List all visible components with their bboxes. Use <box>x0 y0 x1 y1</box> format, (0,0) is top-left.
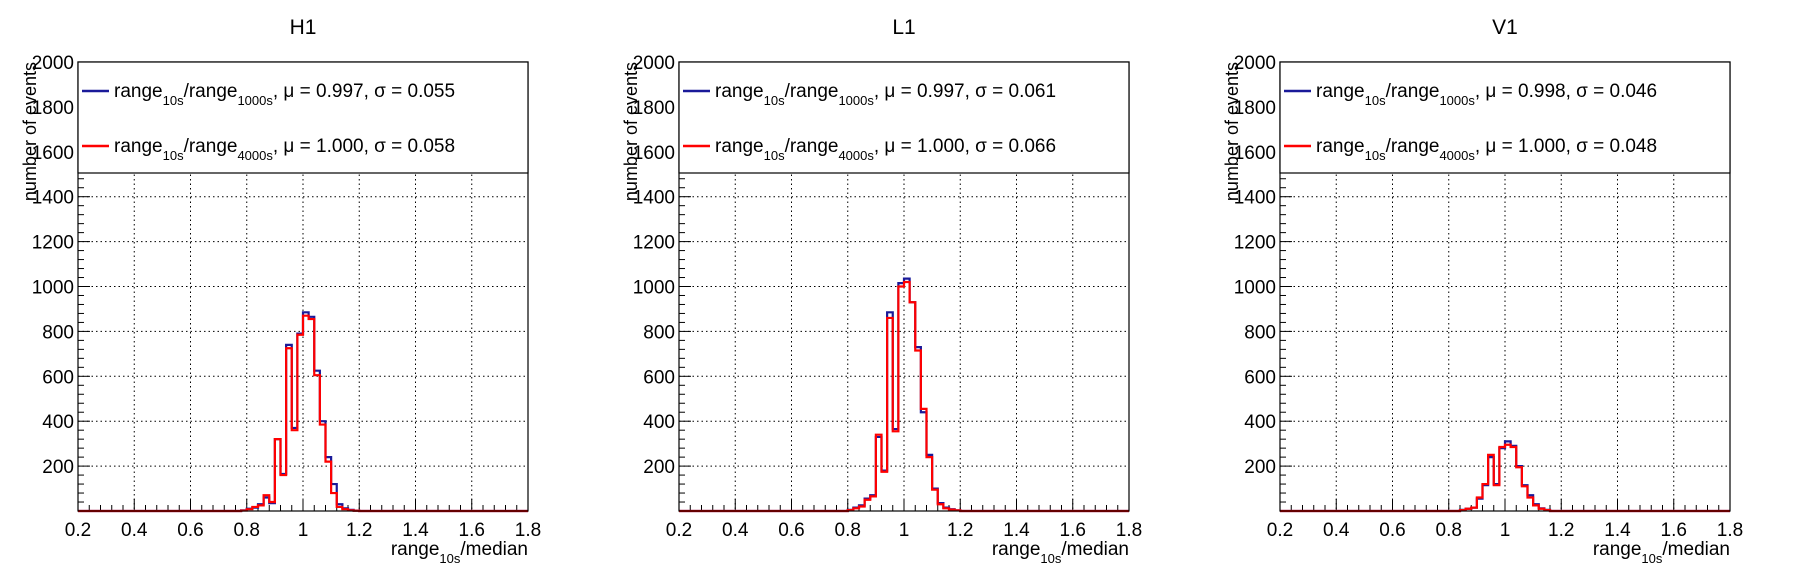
y-tick-label: 1600 <box>1234 143 1276 164</box>
y-tick-label: 600 <box>1244 367 1276 388</box>
y-tick-label: 2000 <box>633 53 675 74</box>
panel-title: H1 <box>290 16 317 39</box>
y-tick-label: 800 <box>42 322 74 343</box>
x-tick-label: 0.6 <box>1379 520 1405 541</box>
legend-box <box>678 61 1130 174</box>
x-tick-label: 1.6 <box>1661 520 1687 541</box>
x-tick-label: 1.8 <box>1717 520 1743 541</box>
y-tick-label: 800 <box>643 322 675 343</box>
x-tick-label: 1.8 <box>515 520 541 541</box>
y-tick-label: 200 <box>1244 457 1276 478</box>
legend-label-1: range10s/range1000s, μ = 0.997, σ = 0.05… <box>114 81 455 108</box>
y-tick-label: 1400 <box>633 188 675 209</box>
x-tick-label: 1.4 <box>1604 520 1631 541</box>
y-tick-label: 1200 <box>633 233 675 254</box>
y-tick-label: 1600 <box>633 143 675 164</box>
y-tick-label: 1200 <box>32 233 74 254</box>
legend-label-1: range10s/range1000s, μ = 0.997, σ = 0.06… <box>715 81 1056 108</box>
x-axis-label: range10s/median <box>992 539 1129 566</box>
x-axis-label: range10s/median <box>391 539 528 566</box>
x-tick-label: 1.2 <box>346 520 372 541</box>
panel-title: L1 <box>892 16 915 39</box>
x-tick-label: 0.2 <box>65 520 91 541</box>
legend-box <box>77 61 529 174</box>
histogram-panel-l1: L1 200 400 600 800 1000 1200 1400 1600 1800 2000 0.… <box>621 16 1142 566</box>
histogram-panel-v1: V1 200 400 600 800 1000 1200 1400 1600 1800 2000 0.… <box>1222 16 1743 566</box>
y-tick-label: 1400 <box>32 188 74 209</box>
legend-label-2: range10s/range4000s, μ = 1.000, σ = 0.05… <box>114 136 455 163</box>
panel-title: V1 <box>1492 16 1518 39</box>
y-tick-label: 1600 <box>32 143 74 164</box>
x-tick-label: 1.2 <box>947 520 973 541</box>
y-tick-label: 2000 <box>1234 53 1276 74</box>
x-axis-label: range10s/median <box>1593 539 1730 566</box>
x-tick-label: 1 <box>298 520 309 541</box>
y-axis-label: number of events <box>621 62 641 201</box>
x-tick-label: 0.6 <box>778 520 804 541</box>
y-tick-label: 1800 <box>1234 98 1276 119</box>
y-tick-label: 1000 <box>32 278 74 299</box>
y-tick-label: 1200 <box>1234 233 1276 254</box>
y-tick-label: 200 <box>42 457 74 478</box>
histogram-panel-h1: H1 200 400 600 800 1000 1200 1400 1600 1800 2000 0.… <box>20 16 541 566</box>
legend-label-2: range10s/range4000s, μ = 1.000, σ = 0.06… <box>715 136 1056 163</box>
y-axis-label: number of events <box>20 62 40 201</box>
y-tick-label: 2000 <box>32 53 74 74</box>
y-tick-label: 400 <box>1244 412 1276 433</box>
x-tick-label: 1 <box>899 520 910 541</box>
y-tick-label: 1800 <box>32 98 74 119</box>
x-tick-label: 0.2 <box>1267 520 1293 541</box>
x-tick-label: 0.4 <box>1323 520 1350 541</box>
x-tick-label: 0.4 <box>722 520 749 541</box>
x-tick-label: 1.6 <box>459 520 485 541</box>
x-tick-label: 1 <box>1500 520 1511 541</box>
y-tick-label: 1000 <box>633 278 675 299</box>
y-axis-label: number of events <box>1222 62 1242 201</box>
x-tick-label: 0.2 <box>666 520 692 541</box>
y-tick-label: 1800 <box>633 98 675 119</box>
y-tick-label: 600 <box>643 367 675 388</box>
x-tick-label: 0.4 <box>121 520 148 541</box>
legend-label-2: range10s/range4000s, μ = 1.000, σ = 0.04… <box>1316 136 1657 163</box>
x-tick-label: 0.8 <box>234 520 260 541</box>
y-tick-label: 600 <box>42 367 74 388</box>
y-tick-label: 1000 <box>1234 278 1276 299</box>
x-tick-label: 1.6 <box>1060 520 1086 541</box>
x-tick-label: 0.6 <box>177 520 203 541</box>
legend-label-1: range10s/range1000s, μ = 0.998, σ = 0.04… <box>1316 81 1657 108</box>
x-tick-label: 1.2 <box>1548 520 1574 541</box>
x-tick-label: 1.8 <box>1116 520 1142 541</box>
y-tick-label: 1400 <box>1234 188 1276 209</box>
y-tick-label: 400 <box>42 412 74 433</box>
y-tick-label: 200 <box>643 457 675 478</box>
x-tick-label: 0.8 <box>835 520 861 541</box>
y-tick-label: 800 <box>1244 322 1276 343</box>
y-tick-label: 400 <box>643 412 675 433</box>
x-tick-label: 1.4 <box>1003 520 1030 541</box>
x-tick-label: 1.4 <box>402 520 429 541</box>
legend-box <box>1279 61 1731 174</box>
x-tick-label: 0.8 <box>1436 520 1462 541</box>
